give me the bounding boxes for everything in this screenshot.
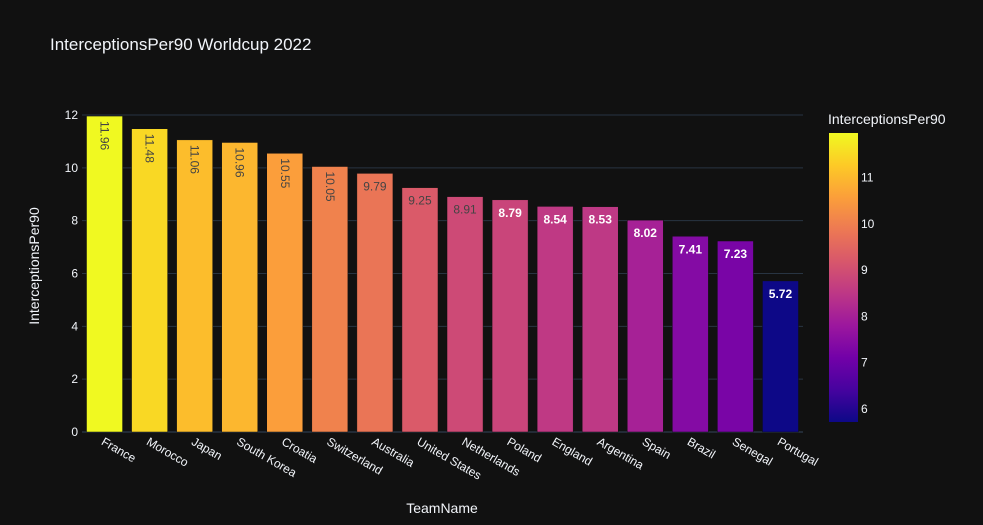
bar [762,280,799,433]
colorbar-tick-label: 11 [861,170,874,184]
y-axis-title: InterceptionsPer90 [26,207,42,325]
x-tick-label: Japan [189,434,224,462]
x-tick-label: England [550,434,595,468]
y-axis-ticks: 0 2 4 6 8 10 12 [65,108,79,439]
bar-value-label: 10.55 [278,158,292,188]
y-tick-label: 6 [71,267,78,281]
x-tick-label: Brazil [685,434,718,461]
x-tick-label: Morocco [144,434,191,469]
bar [86,115,123,433]
bar [581,206,619,433]
bar-value-label: 11.96 [98,121,112,150]
x-tick-label: France [99,434,139,465]
colorbar-tick-label: 8 [861,309,868,323]
bar [536,206,574,433]
bar [401,187,439,433]
bar [446,196,484,433]
bar-value-label: 8.53 [589,213,613,227]
colorbar: InterceptionsPer90 6 7 8 9 10 11 [828,111,946,422]
bar-value-label: 10.05 [323,172,337,202]
x-axis-title: TeamName [406,500,478,516]
colorbar-tick-label: 10 [861,217,875,231]
y-tick-label: 4 [71,319,78,333]
bar-value-label: 8.91 [453,203,477,217]
bar-value-label: 9.79 [363,179,387,193]
bar-value-label: 5.72 [769,287,793,301]
y-tick-label: 8 [71,214,78,228]
bars: 11.96 11.48 11.06 10.96 10.55 10.05 9.79 9.25 8.… [86,115,799,433]
y-tick-label: 0 [71,425,78,439]
colorbar-tick-label: 7 [861,356,868,370]
bar-value-label: 11.06 [188,145,202,174]
x-tick-label: Argentina [595,434,647,472]
y-tick-label: 10 [65,161,79,175]
bar-value-label: 8.54 [543,212,567,226]
bar [356,173,394,433]
bar [311,166,349,433]
bar [221,142,258,433]
bar-value-label: 7.23 [724,247,748,261]
colorbar-tick-label: 6 [861,402,868,416]
bar [717,240,754,433]
bar-value-label: 9.25 [408,194,432,208]
x-tick-label: Spain [640,434,674,461]
bar-value-label: 8.02 [634,226,658,240]
colorbar-gradient [829,133,858,422]
chart-title: InterceptionsPer90 Worldcup 2022 [50,35,311,54]
bar [627,219,664,433]
x-tick-label: Senegal [730,434,775,468]
bar [266,153,304,433]
bar [491,199,529,433]
bar [672,236,709,433]
bar-value-label: 11.48 [143,134,157,163]
y-tick-label: 12 [65,108,79,122]
x-tick-label: Portugal [775,434,821,468]
bar-value-label: 10.96 [233,147,247,177]
bar [176,139,213,433]
bar-value-label: 7.41 [679,242,703,256]
colorbar-tick-label: 9 [861,263,868,277]
colorbar-ticks: 6 7 8 9 10 11 [861,170,875,416]
bar-value-label: 8.79 [498,206,522,220]
colorbar-title: InterceptionsPer90 [828,111,946,127]
y-tick-label: 2 [71,372,78,386]
bar [131,128,168,433]
